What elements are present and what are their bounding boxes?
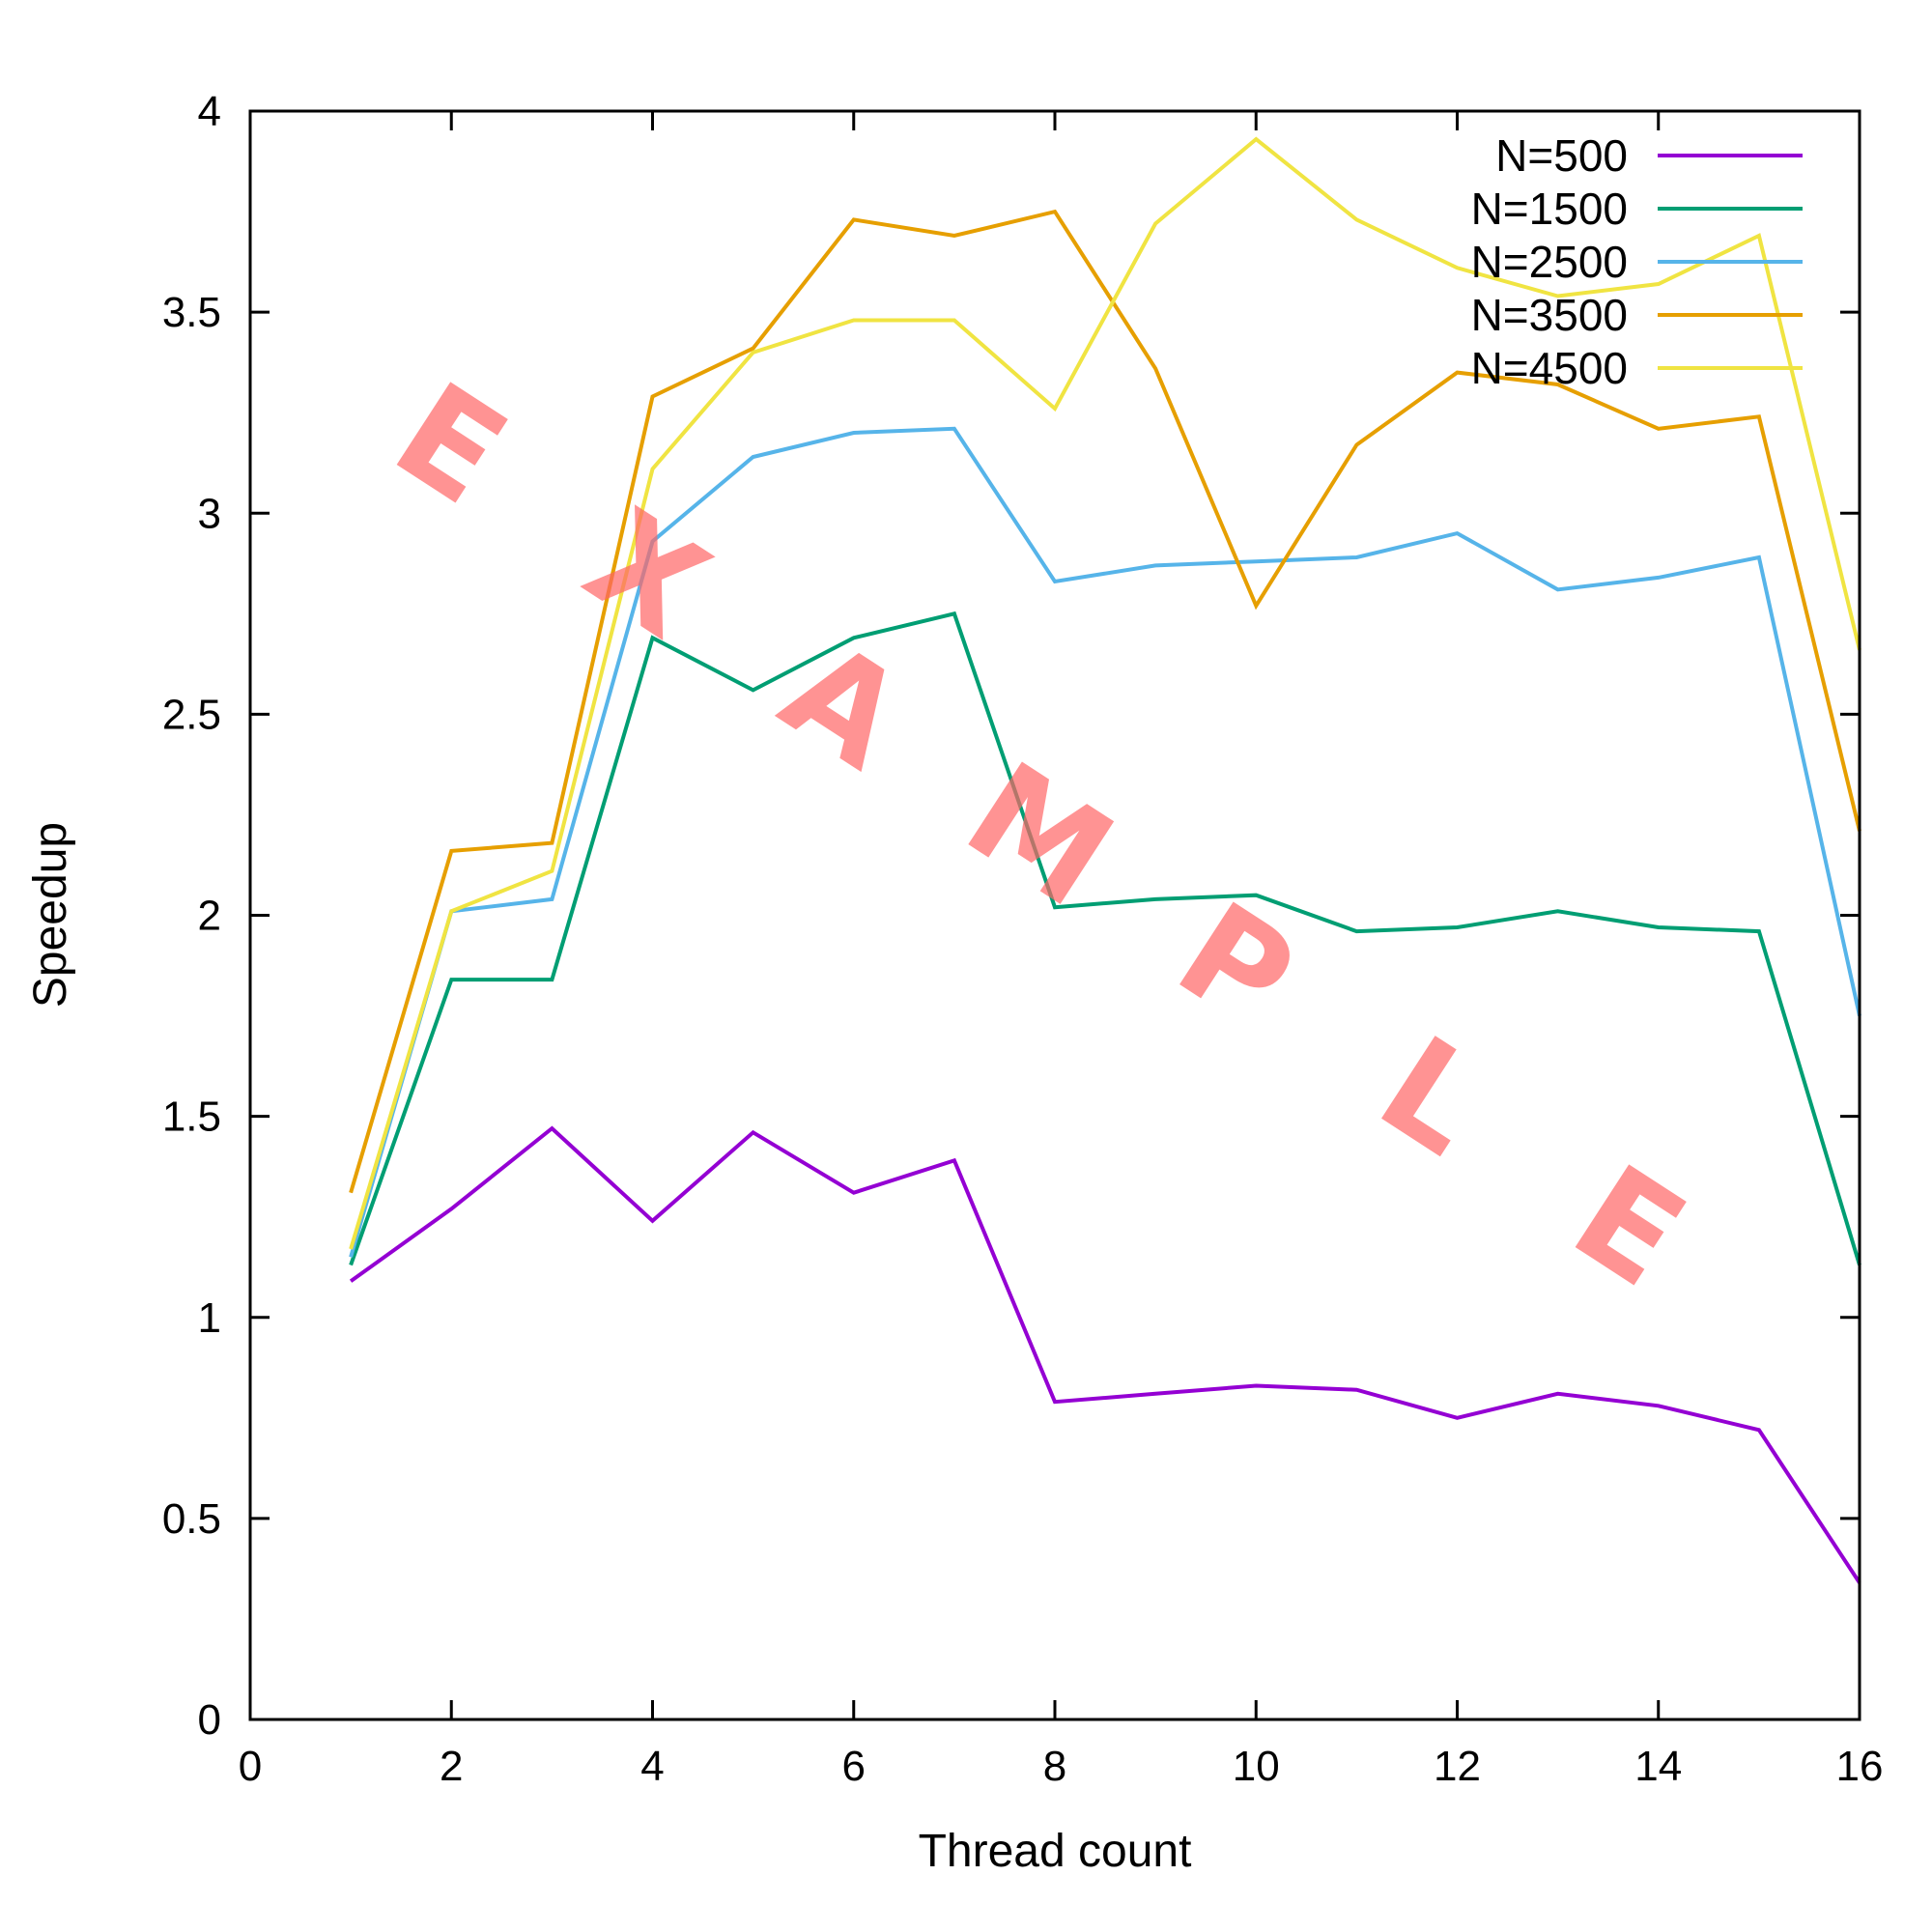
legend-label: N=500: [1495, 130, 1628, 181]
watermark-letter: E: [1547, 1136, 1710, 1319]
series-line-N=3500: [349, 209, 1861, 1194]
y-tick-label: 1: [198, 1294, 221, 1342]
series-line-N=4500: [349, 136, 1861, 1250]
plot-marks: 0 2 4 6 8 10 12 14 16 0 0.5 1 1.5 2 2.5 3 3.5 4 N=500N=150…: [162, 88, 1884, 1790]
x-tick-label: 12: [1434, 1743, 1481, 1790]
x-tick-label: 14: [1634, 1743, 1682, 1790]
y-tick-label: 4: [198, 88, 221, 135]
watermark-letter: P: [1151, 873, 1321, 1060]
y-tick-label: 3: [198, 490, 221, 537]
legend-label: N=1500: [1471, 184, 1628, 234]
x-tick-label: 6: [842, 1743, 866, 1790]
x-axis-title: Thread count: [919, 1826, 1192, 1877]
series-line-N=2500: [349, 426, 1861, 1258]
series-line-N=1500: [349, 611, 1861, 1266]
watermark-letter: A: [756, 611, 930, 800]
x-tick-label: 0: [239, 1743, 262, 1790]
y-tick-label: 1.5: [162, 1094, 221, 1141]
y-axis-title: Speedup: [25, 822, 76, 1008]
y-tick-label: 0: [198, 1696, 221, 1744]
watermark-letter: L: [1353, 1008, 1512, 1186]
y-tick-label: 0.5: [162, 1495, 221, 1543]
legend-label: N=3500: [1471, 290, 1628, 340]
x-tick-label: 8: [1043, 1743, 1066, 1790]
series-line-N=500: [349, 1125, 1861, 1584]
x-tick-label: 10: [1233, 1743, 1280, 1790]
watermark-letter: M: [940, 733, 1139, 939]
y-tick-label: 2: [198, 893, 221, 940]
x-tick-label: 2: [440, 1743, 463, 1790]
legend-label: N=4500: [1471, 343, 1628, 393]
watermark-letter: E: [368, 354, 531, 536]
legend-label: N=2500: [1471, 237, 1628, 287]
plot-frame: [248, 109, 1861, 1721]
y-tick-label: 3.5: [162, 289, 221, 336]
y-tick-label: 2.5: [162, 691, 221, 738]
x-tick-label: 4: [640, 1743, 664, 1790]
watermark-letter: X: [560, 480, 733, 668]
x-tick-label: 16: [1836, 1743, 1884, 1790]
